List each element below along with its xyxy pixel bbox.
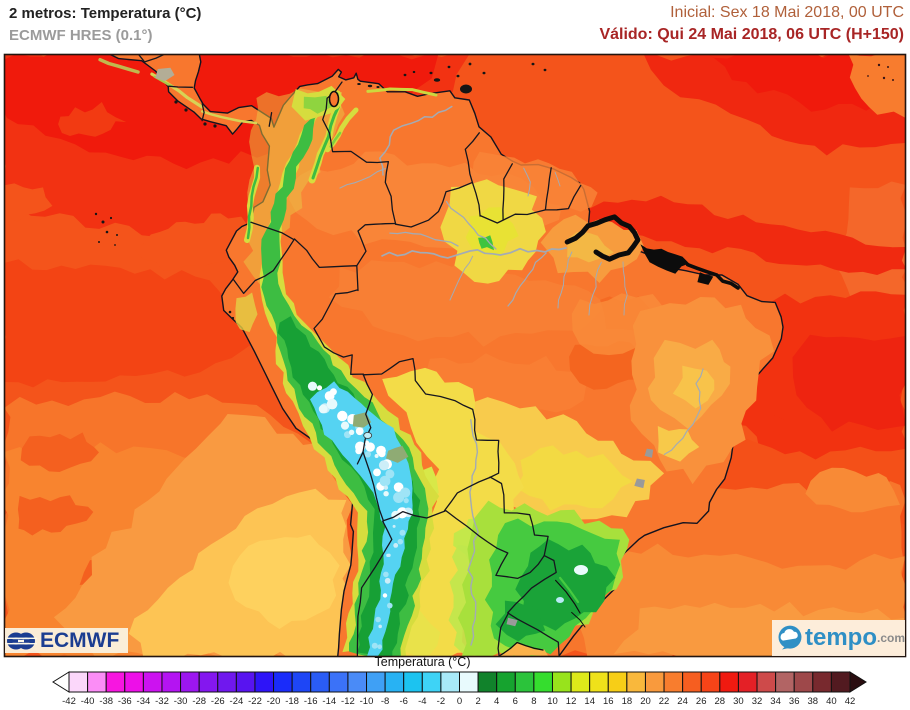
svg-text:18: 18: [622, 696, 633, 707]
svg-text:24: 24: [677, 696, 688, 707]
svg-text:-6: -6: [399, 696, 407, 707]
svg-text:6: 6: [513, 696, 518, 707]
svg-text:32: 32: [752, 696, 763, 707]
svg-text:-38: -38: [99, 696, 113, 707]
svg-text:-10: -10: [360, 696, 374, 707]
svg-text:38: 38: [808, 696, 819, 707]
svg-text:42: 42: [845, 696, 856, 707]
svg-text:2: 2: [475, 696, 480, 707]
svg-text:14: 14: [584, 696, 595, 707]
svg-text:4: 4: [494, 696, 499, 707]
svg-text:26: 26: [696, 696, 707, 707]
svg-text:8: 8: [531, 696, 536, 707]
svg-text:-8: -8: [381, 696, 389, 707]
svg-text:34: 34: [770, 696, 781, 707]
svg-text:-2: -2: [437, 696, 445, 707]
svg-text:12: 12: [566, 696, 577, 707]
svg-text:10: 10: [547, 696, 558, 707]
svg-text:-16: -16: [304, 696, 318, 707]
svg-text:-42: -42: [62, 696, 76, 707]
svg-text:-26: -26: [211, 696, 225, 707]
svg-text:-28: -28: [192, 696, 206, 707]
svg-text:-18: -18: [285, 696, 299, 707]
svg-text:-34: -34: [137, 696, 151, 707]
svg-text:-20: -20: [267, 696, 281, 707]
svg-text:16: 16: [603, 696, 614, 707]
svg-text:-30: -30: [174, 696, 188, 707]
svg-text:36: 36: [789, 696, 800, 707]
svg-text:-32: -32: [155, 696, 169, 707]
svg-text:-24: -24: [230, 696, 244, 707]
svg-text:-12: -12: [341, 696, 355, 707]
svg-text:28: 28: [715, 696, 726, 707]
svg-text:40: 40: [826, 696, 837, 707]
svg-text:-36: -36: [118, 696, 132, 707]
svg-text:20: 20: [640, 696, 651, 707]
svg-text:-22: -22: [248, 696, 262, 707]
svg-text:-40: -40: [81, 696, 95, 707]
svg-text:-4: -4: [418, 696, 426, 707]
svg-text:30: 30: [733, 696, 744, 707]
svg-text:0: 0: [457, 696, 462, 707]
svg-text:-14: -14: [322, 696, 336, 707]
svg-text:22: 22: [659, 696, 670, 707]
